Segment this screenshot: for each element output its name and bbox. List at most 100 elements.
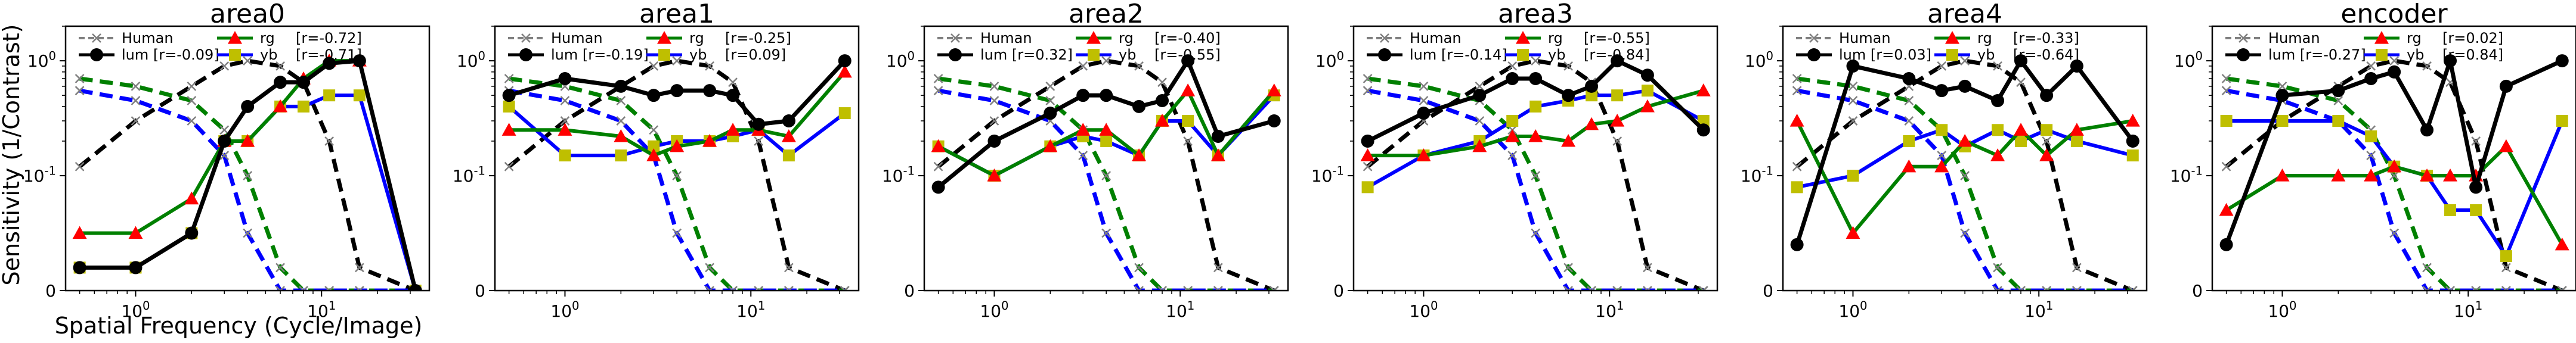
- human-lum-curve-marker: [1507, 61, 1518, 71]
- legend-yb-r: [r=0.84]: [2442, 46, 2503, 63]
- series-rg-point: [501, 123, 516, 136]
- series-yb-point: [2500, 250, 2512, 263]
- axes-frame: [923, 25, 1289, 292]
- human-yb-curve: [79, 88, 416, 291]
- series-rg-point: [1210, 148, 1225, 161]
- x-tick-label: 101: [736, 299, 765, 321]
- legend-rg-label: rg: [689, 30, 704, 46]
- human-yb-curve-marker: [1993, 286, 2002, 291]
- human-yb-curve-marker: [728, 286, 738, 291]
- series-rg-point: [1610, 113, 1625, 127]
- series-rg-point: [558, 123, 572, 136]
- series-lum-point: [1417, 107, 1431, 120]
- human-yb-curve-marker: [672, 228, 682, 238]
- legend-rg-marker: [228, 31, 242, 44]
- series-lum-point: [782, 114, 795, 127]
- legend-lum-marker: [1807, 48, 1820, 61]
- series-rg-point: [2555, 237, 2569, 251]
- legend-lum-label: lum [r=-0.19]: [551, 46, 649, 63]
- y-tick-label-exponent: -1: [44, 164, 56, 177]
- series-yb-point: [1586, 89, 1598, 102]
- human-rg-curve-marker: [1960, 171, 1970, 180]
- human-lum-curve-marker: [243, 56, 253, 66]
- panel-title: area0: [210, 0, 285, 29]
- axes-frame: [494, 25, 860, 292]
- legend-lum-label: lum [r=-0.09]: [122, 46, 219, 63]
- series-rg-point: [2219, 202, 2234, 216]
- y-tick-label: 0: [1333, 281, 1344, 301]
- x-tick-label-exponent: 1: [2475, 299, 2482, 313]
- legend-lum-label: lum [r=-0.14]: [1410, 46, 1507, 63]
- legend-rg-r: [r=-0.72]: [296, 30, 362, 46]
- legend-lum-marker: [2237, 48, 2250, 61]
- human-lum-curve-marker: [933, 161, 943, 172]
- series-lum-point: [2275, 89, 2289, 102]
- series-lum-point: [2469, 180, 2483, 194]
- panel-title: area1: [639, 0, 714, 29]
- series-rg-point: [2331, 169, 2346, 182]
- series-yb-point: [323, 89, 336, 102]
- legend-human-marker: [1380, 33, 1389, 43]
- human-yb-curve-marker: [1363, 86, 1373, 96]
- series-rg-point: [1584, 117, 1599, 130]
- human-lum-curve-marker: [1848, 116, 1858, 126]
- series-yb-point: [503, 100, 515, 113]
- human-yb-curve-marker: [2501, 286, 2511, 291]
- series-lum-point: [323, 57, 336, 70]
- panel-title: encoder: [2340, 0, 2448, 29]
- x-tick-label: 101: [1166, 299, 1194, 321]
- x-tick-label: 100: [1409, 299, 1438, 321]
- series-rg-point: [1505, 129, 1520, 142]
- y-tick-label-exponent: 0: [1766, 49, 1773, 63]
- y-tick-label-exponent: 0: [49, 49, 56, 63]
- legend-yb-label: yb: [689, 46, 707, 63]
- human-rg-curve-marker: [1419, 82, 1429, 91]
- series-lum-point: [987, 134, 1001, 148]
- legend-rg-r: [r=-0.55]: [1584, 30, 1650, 46]
- human-yb-curve-marker: [131, 96, 141, 105]
- series-rg-point: [2125, 113, 2140, 127]
- series-lum-point: [1211, 129, 1225, 143]
- human-rg-curve-marker: [989, 82, 999, 91]
- series-rg-point: [2014, 123, 2029, 136]
- series-yb-point: [1611, 89, 1624, 102]
- series-yb-point: [1641, 85, 1654, 97]
- human-lum-curve-marker: [672, 56, 682, 66]
- human-yb-curve-marker: [784, 286, 794, 291]
- human-yb-curve-marker: [840, 286, 850, 291]
- series-rg-point: [2420, 169, 2435, 182]
- series-rg-point: [987, 169, 1002, 182]
- legend-rg-label: rg: [2407, 30, 2422, 46]
- series-yb-point: [298, 100, 310, 113]
- series-lum-point: [274, 76, 287, 89]
- series-rg-point: [702, 133, 717, 147]
- human-lum-curve-marker: [2042, 136, 2052, 146]
- human-rg-curve-marker: [1563, 263, 1573, 273]
- legend-yb-r: [r=-0.64]: [2013, 46, 2079, 63]
- series-yb-point: [353, 89, 366, 102]
- human-rg-curve: [938, 76, 1274, 291]
- plot-area: [1789, 54, 2140, 291]
- human-lum-curve-marker: [354, 263, 364, 273]
- human-lum-curve-marker: [705, 61, 714, 71]
- series-lum-point: [129, 261, 143, 275]
- series-lum-point: [2070, 59, 2083, 73]
- y-tick-label: 0: [1763, 281, 1773, 301]
- human-lum-curve-marker: [324, 136, 335, 146]
- human-yb-curve-marker: [705, 286, 714, 291]
- series-lum-point: [1562, 89, 1575, 102]
- human-rg-curve-marker: [75, 74, 85, 83]
- plot-area: [501, 54, 852, 291]
- series-lum-point: [2364, 71, 2378, 85]
- series-yb-point: [2365, 130, 2377, 142]
- series-yb-point: [2041, 124, 2053, 136]
- x-tick-label-exponent: 1: [1617, 299, 1624, 313]
- y-tick-label: 10-1: [2170, 164, 2203, 186]
- legend-yb-marker: [2376, 49, 2388, 61]
- series-yb-point: [648, 140, 660, 152]
- series-lum-line: [79, 58, 418, 291]
